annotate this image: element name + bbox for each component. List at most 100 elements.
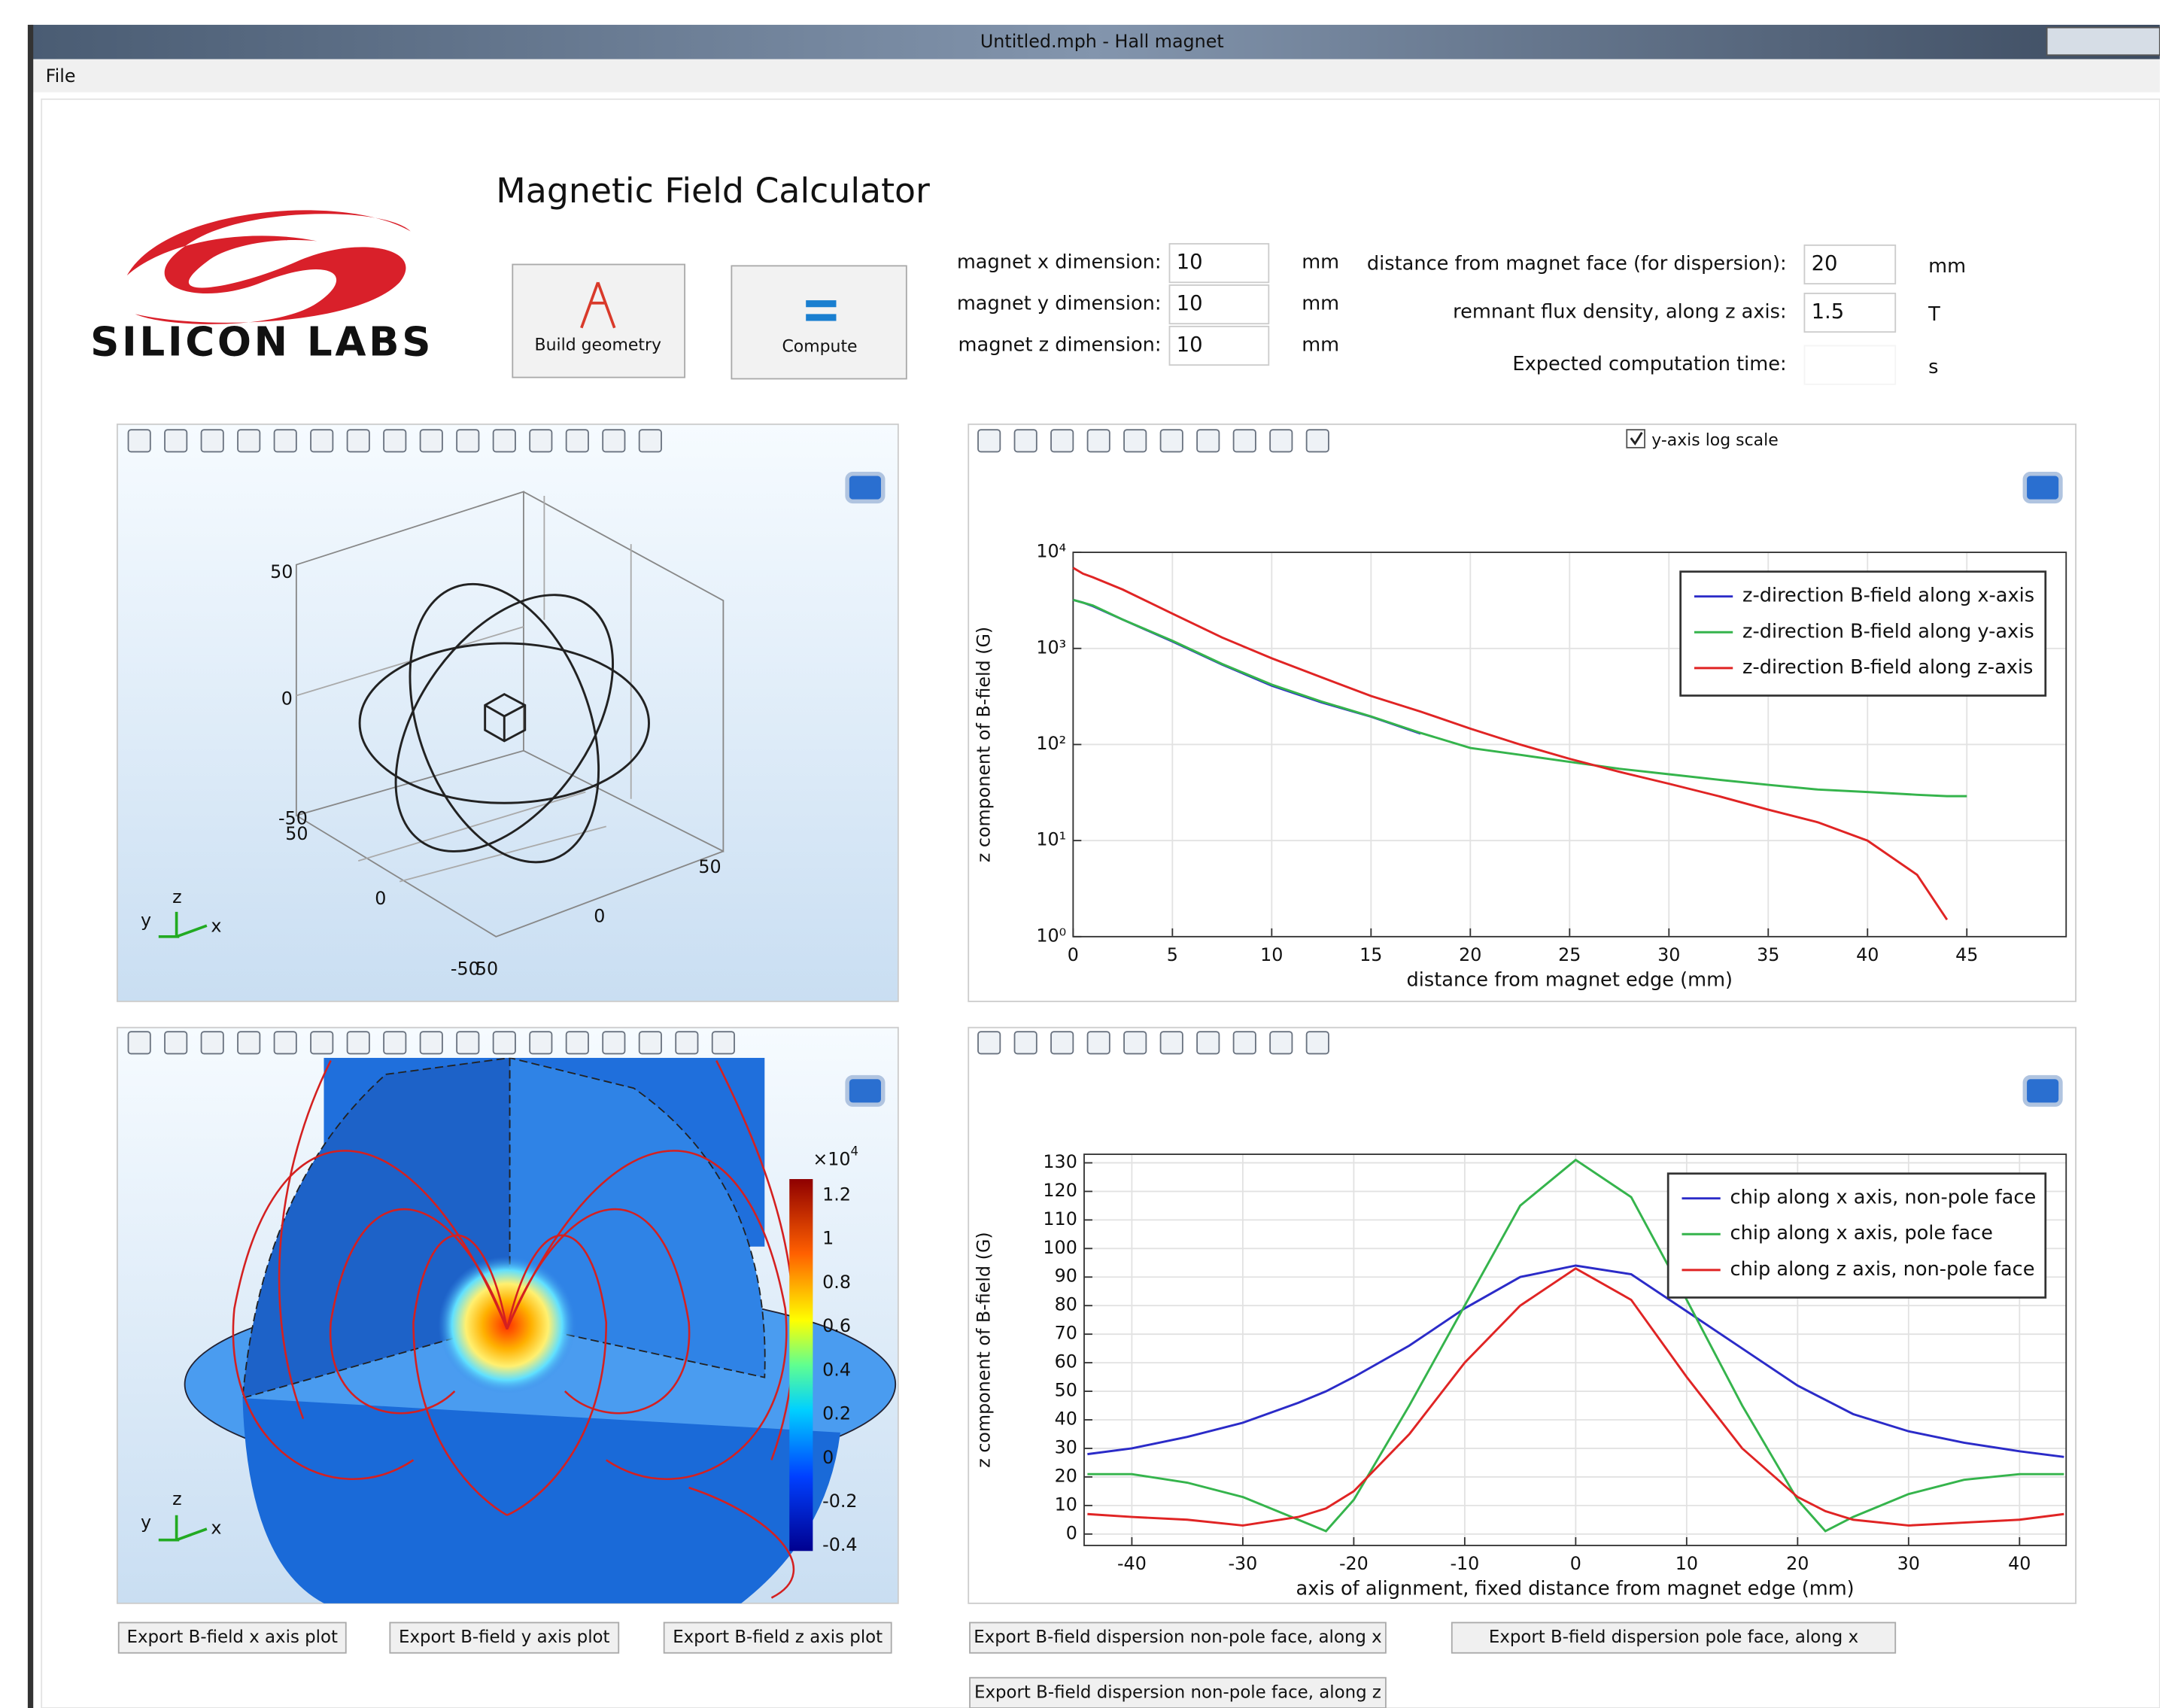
axis-tick-label: 0 [281,688,293,709]
toolbar-button[interactable] [311,430,333,451]
input-field[interactable] [1804,345,1895,384]
window-title: Untitled.mph - Hall magnet [980,31,1224,52]
checkbox[interactable] [1627,430,1645,448]
toolbar-button[interactable] [639,1032,661,1053]
toolbar-button[interactable] [238,1032,260,1053]
export-button-label[interactable]: Export B-field dispersion non-pole face,… [974,1682,1381,1702]
x-tick-label: 10 [1675,1553,1698,1574]
toolbar-button[interactable] [1124,430,1146,451]
geometry-panel[interactable] [117,424,898,1001]
toolbar-button[interactable] [1124,1032,1146,1053]
toolbar-button[interactable] [421,430,442,451]
toolbar-button[interactable] [603,430,624,451]
triad-label: x [211,916,221,937]
input-value[interactable]: 10 [1177,251,1203,274]
build-button[interactable] [512,264,685,377]
toolbar-button[interactable] [129,430,150,451]
input-label: distance from magnet face (for dispersio… [1367,252,1787,275]
y-tick-label: 30 [1055,1436,1077,1457]
toolbar-button[interactable] [1161,430,1183,451]
toolbar-button[interactable] [1234,1032,1256,1053]
toolbar-button[interactable] [1161,1032,1183,1053]
toolbar-button[interactable] [1197,1032,1219,1053]
x-tick-label: 20 [1786,1553,1809,1574]
toolbar-button[interactable] [1015,1032,1037,1053]
panel-icon [2025,1077,2061,1105]
x-tick-label: 40 [1856,944,1879,965]
toolbar-button[interactable] [712,1032,734,1053]
toolbar-button[interactable] [311,1032,333,1053]
menu-item[interactable]: File [46,65,76,87]
toolbar-button[interactable] [421,1032,442,1053]
toolbar-button[interactable] [202,430,223,451]
y-tick-label: 10 [1055,1494,1077,1515]
colorbar-tick-label: 1.2 [822,1184,851,1205]
x-tick-label: 40 [2008,1553,2031,1574]
toolbar-button[interactable] [275,1032,296,1053]
toolbar-button[interactable] [238,430,260,451]
x-axis-title: distance from magnet edge (mm) [1407,968,1733,991]
toolbar-button[interactable] [494,1032,515,1053]
y-tick-label: 130 [1043,1151,1077,1172]
toolbar-button[interactable] [1234,430,1256,451]
export-button-label[interactable]: Export B-field dispersion non-pole face,… [974,1627,1381,1647]
toolbar-button[interactable] [1051,1032,1073,1053]
axis-tick-label: 50 [698,856,721,877]
input-value[interactable]: 1.5 [1812,300,1845,324]
toolbar-button[interactable] [603,1032,624,1053]
toolbar-button[interactable] [384,1032,406,1053]
input-value[interactable]: 20 [1812,252,1838,275]
toolbar-button[interactable] [567,1032,588,1053]
checkbox-label[interactable]: y-axis log scale [1651,431,1779,450]
input-unit: T [1928,303,1940,326]
export-button-label[interactable]: Export B-field y axis plot [399,1627,610,1647]
toolbar-button[interactable] [530,1032,551,1053]
toolbar-button[interactable] [165,1032,187,1053]
toolbar-button[interactable] [1088,430,1110,451]
export-button-label[interactable]: Export B-field x axis plot [126,1627,338,1647]
y-tick-label: 70 [1055,1323,1077,1344]
window-controls[interactable] [2047,28,2160,56]
toolbar-button[interactable] [1307,430,1329,451]
chart-panel[interactable] [968,424,2076,1001]
toolbar-button[interactable] [1197,430,1219,451]
compute-button[interactable] [731,266,906,378]
toolbar-button[interactable] [978,1032,1000,1053]
panel-icon [847,1077,883,1105]
toolbar-button[interactable] [457,430,478,451]
toolbar-button[interactable] [165,430,187,451]
toolbar-button[interactable] [348,430,369,451]
toolbar-button[interactable] [639,430,661,451]
toolbar-button[interactable] [348,1032,369,1053]
toolbar-button[interactable] [567,430,588,451]
y-tick-label: 20 [1055,1465,1077,1486]
toolbar-button[interactable] [457,1032,478,1053]
y-tick-label: 110 [1043,1208,1077,1229]
colorbar-tick-label: 0.4 [822,1359,851,1380]
y-tick-label: 10⁰ [1036,925,1066,946]
input-value[interactable]: 10 [1177,333,1203,357]
input-label: magnet z dimension: [958,333,1162,356]
toolbar-button[interactable] [1270,430,1292,451]
toolbar-button[interactable] [384,430,406,451]
x-tick-label: 15 [1359,944,1382,965]
toolbar-button[interactable] [129,1032,150,1053]
toolbar-button[interactable] [530,430,551,451]
toolbar-button[interactable] [1270,1032,1292,1053]
toolbar-button[interactable] [978,430,1000,451]
toolbar-button[interactable] [1051,430,1073,451]
toolbar-button[interactable] [1088,1032,1110,1053]
toolbar-button[interactable] [676,1032,697,1053]
export-button-label[interactable]: Export B-field dispersion pole face, alo… [1489,1627,1858,1647]
toolbar-button[interactable] [1015,430,1037,451]
toolbar-button[interactable] [202,1032,223,1053]
toolbar-button[interactable] [494,430,515,451]
y-tick-label: 10² [1036,733,1066,754]
export-button-label[interactable]: Export B-field z axis plot [673,1627,883,1647]
y-tick-label: 90 [1055,1266,1077,1287]
toolbar-button[interactable] [275,430,296,451]
triad-label: y [141,1512,151,1533]
input-value[interactable]: 10 [1177,292,1203,315]
x-tick-label: 10 [1260,944,1283,965]
toolbar-button[interactable] [1307,1032,1329,1053]
